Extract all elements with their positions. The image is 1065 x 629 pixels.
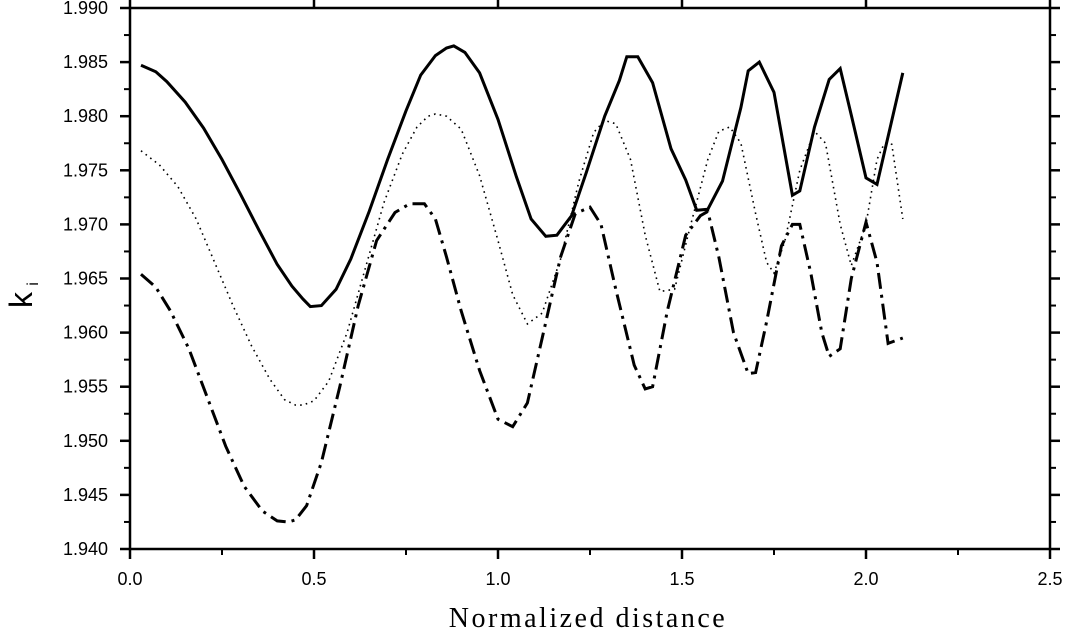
y-tick-label: 1.945 bbox=[63, 485, 108, 505]
x-tick-label: 1.0 bbox=[485, 569, 510, 589]
y-axis-label-subscript: i bbox=[25, 282, 42, 286]
y-axis: 1.940 1.945 1.950 1.955 1.960 1.965 1.970 1.975… bbox=[63, 0, 1060, 559]
y-tick-label: 1.975 bbox=[63, 160, 108, 180]
y-tick-label: 1.970 bbox=[63, 214, 108, 234]
series-solid-line bbox=[140, 44, 905, 309]
x-axis: 0.0 0.5 1.0 1.5 2.0 2.5 bbox=[117, 0, 1063, 589]
y-tick-label: 1.985 bbox=[63, 52, 108, 72]
y-tick-label: 1.960 bbox=[63, 323, 108, 343]
y-tick-label: 1.990 bbox=[63, 0, 108, 18]
series-layer bbox=[140, 44, 905, 524]
y-tick-label: 1.940 bbox=[63, 539, 108, 559]
x-tick-label: 1.5 bbox=[669, 569, 694, 589]
series-dotted-line bbox=[140, 113, 904, 406]
y-tick-label: 1.965 bbox=[63, 269, 108, 289]
y-axis-label: k i bbox=[3, 282, 42, 308]
y-tick-label: 1.950 bbox=[63, 431, 108, 451]
x-tick-label: 0.0 bbox=[117, 569, 142, 589]
y-tick-label: 1.955 bbox=[63, 377, 108, 397]
x-tick-label: 2.5 bbox=[1037, 569, 1062, 589]
y-tick-label: 1.980 bbox=[63, 106, 108, 126]
series-dash-dot-line bbox=[140, 202, 904, 524]
x-axis-label: Normalized distance bbox=[449, 603, 727, 629]
y-axis-label-main: k bbox=[3, 291, 39, 308]
x-tick-label: 2.0 bbox=[853, 569, 878, 589]
x-tick-label: 0.5 bbox=[301, 569, 326, 589]
